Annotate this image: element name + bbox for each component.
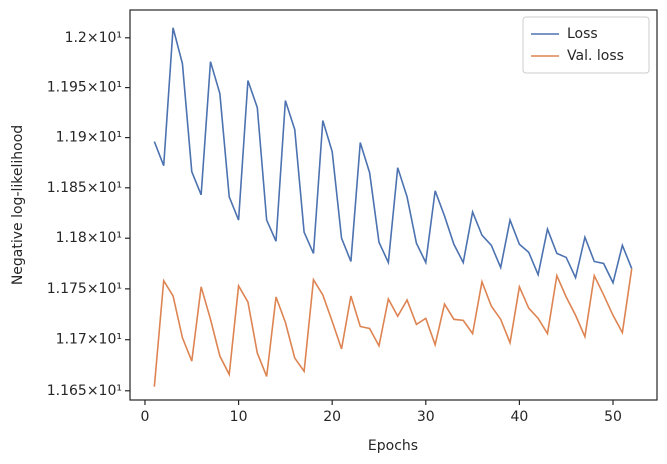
y-tick-label: 1.2×10¹ bbox=[65, 30, 122, 46]
y-tick-label: 1.19×10¹ bbox=[56, 130, 122, 146]
x-axis-label: Epochs bbox=[368, 438, 418, 454]
legend-label: Val. loss bbox=[567, 48, 624, 64]
x-tick-label: 30 bbox=[417, 409, 435, 425]
x-tick-label: 0 bbox=[141, 409, 150, 425]
y-axis-label: Negative log-likelihood bbox=[10, 125, 26, 285]
line-series bbox=[153, 268, 633, 387]
y-tick-label: 1.17×10¹ bbox=[56, 332, 122, 348]
legend-label: Loss bbox=[567, 26, 598, 42]
legend-box bbox=[522, 16, 650, 74]
y-tick-label: 1.175×10¹ bbox=[47, 281, 122, 297]
y-tick-label: 1.195×10¹ bbox=[47, 80, 122, 96]
y-tick-label: 1.185×10¹ bbox=[47, 180, 122, 196]
x-tick-label: 50 bbox=[604, 409, 622, 425]
line-series bbox=[153, 27, 633, 286]
y-tick-label: 1.18×10¹ bbox=[56, 230, 122, 246]
x-tick-label: 40 bbox=[510, 409, 528, 425]
y-tick-label: 1.165×10¹ bbox=[47, 383, 122, 399]
x-tick-label: 20 bbox=[323, 409, 341, 425]
x-tick-label: 10 bbox=[230, 409, 248, 425]
plot-frame bbox=[129, 9, 658, 401]
